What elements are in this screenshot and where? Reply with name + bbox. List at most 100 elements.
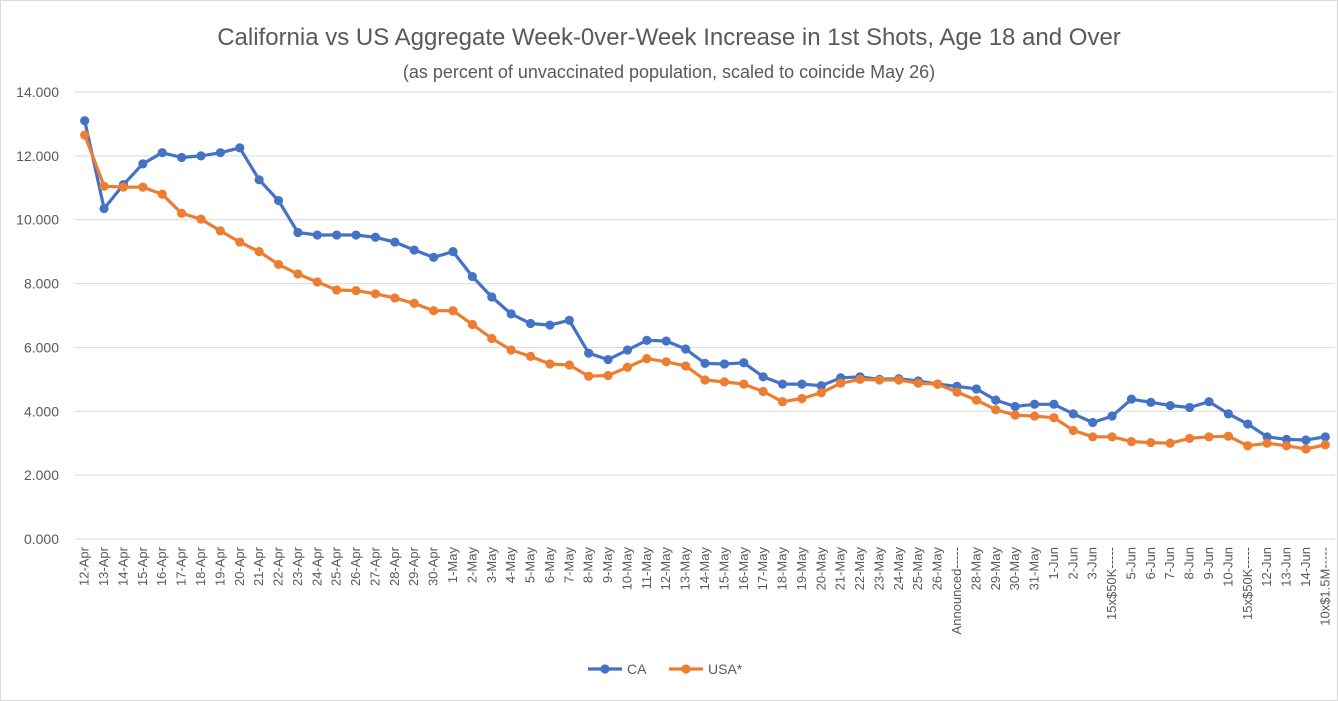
data-point-usa (487, 333, 497, 344)
data-point-ca (235, 143, 245, 153)
data-point-usa (177, 208, 187, 218)
x-tick-label: 14-May (697, 547, 712, 591)
x-tick-label: 15x$50K----- (1240, 547, 1255, 620)
data-point-usa (409, 298, 419, 308)
data-point-ca (1165, 400, 1175, 411)
x-tick-label: 9-Jun (1201, 547, 1216, 580)
data-point-ca (564, 315, 574, 325)
x-tick-label: 29-May (988, 547, 1003, 591)
data-point-usa (991, 405, 1001, 415)
x-tick-label: 30-Apr (426, 546, 441, 586)
x-tick-label: 7-May (561, 547, 576, 584)
data-point-usa (1262, 438, 1272, 448)
data-point-usa (874, 375, 885, 385)
data-point-usa (816, 388, 826, 398)
data-point-usa (157, 189, 167, 199)
x-tick-label: 20-May (813, 547, 828, 591)
series-ca (80, 116, 1330, 445)
data-point-usa (933, 379, 943, 389)
data-point-ca (1262, 432, 1272, 442)
data-point-ca (429, 252, 439, 262)
data-point-ca (1281, 434, 1292, 444)
data-point-ca (99, 203, 109, 214)
x-tick-label: 8-Jun (1182, 547, 1197, 580)
data-point-ca (1068, 409, 1078, 419)
x-tick-label: 5-Jun (1123, 547, 1138, 580)
x-tick-label: 24-Apr (309, 546, 324, 586)
data-point-ca (1185, 402, 1195, 413)
data-point-ca (1320, 432, 1330, 442)
data-point-usa (196, 214, 206, 224)
data-point-usa (777, 397, 788, 407)
data-point-usa (1049, 413, 1059, 423)
y-tick-label: 12.000 (16, 148, 59, 164)
x-tick-label: 17-May (755, 547, 770, 591)
data-point-ca (739, 358, 749, 368)
legend: CA USA* (588, 661, 743, 677)
data-point-ca (157, 148, 167, 158)
x-tick-label: 21-May (833, 547, 848, 591)
data-point-usa (332, 285, 342, 295)
series-usa (80, 130, 1330, 454)
x-tick-label: 16-May (736, 547, 751, 591)
x-tick-label: 10-Jun (1220, 547, 1235, 587)
x-tick-label: 10-May (619, 547, 634, 591)
legend-item-usa: USA* (669, 661, 743, 677)
x-axis-ticks: 12-Apr 13-Apr 14-Apr 15-Apr 16-Apr 17-Apr 18-A… (77, 546, 1333, 634)
data-point-usa (1029, 411, 1040, 421)
data-point-ca (661, 336, 671, 346)
data-point-usa (642, 354, 652, 364)
data-point-ca (370, 232, 381, 242)
data-point-usa (1301, 444, 1311, 454)
x-tick-label: 29-Apr (406, 546, 421, 586)
x-tick-label: 12-Jun (1259, 547, 1274, 587)
x-tick-label: 15x$50K----- (1104, 547, 1119, 620)
data-point-usa (138, 182, 148, 192)
x-tick-label: 26-May (930, 547, 945, 591)
data-point-ca (1204, 397, 1214, 407)
x-tick-label: 6-May (542, 547, 557, 584)
data-point-ca (390, 237, 400, 247)
y-tick-label: 4.000 (24, 403, 59, 419)
gridlines (75, 91, 1335, 540)
data-point-ca (1088, 417, 1098, 428)
data-point-usa (1107, 432, 1117, 442)
data-point-usa (564, 360, 574, 370)
x-tick-label: 19-Apr (212, 546, 227, 586)
x-tick-label: 15-Apr (135, 546, 150, 586)
data-point-usa (545, 359, 555, 369)
data-point-usa (1165, 438, 1175, 448)
series-line-ca (83, 119, 1327, 442)
data-point-ca (1301, 435, 1311, 445)
y-tick-label: 6.000 (24, 339, 59, 355)
data-point-ca (448, 247, 458, 257)
x-tick-label: 6-Jun (1143, 547, 1158, 580)
x-tick-label: 30-May (1007, 547, 1022, 591)
data-point-usa (235, 237, 245, 247)
legend-swatch-marker (600, 664, 610, 674)
data-point-ca (1107, 411, 1117, 421)
data-point-usa (1146, 437, 1156, 448)
data-point-usa (603, 370, 613, 381)
data-point-ca (777, 379, 788, 389)
x-tick-label: 7-Jun (1162, 547, 1177, 580)
legend-label: USA* (708, 661, 743, 677)
data-point-ca (797, 379, 807, 389)
x-tick-label: 16-Apr (154, 546, 169, 586)
x-tick-label: 26-Apr (348, 546, 363, 586)
data-point-usa (1320, 440, 1330, 450)
data-point-usa (894, 375, 904, 385)
data-point-ca (1223, 409, 1233, 419)
data-point-usa (293, 269, 303, 279)
data-point-usa (312, 277, 322, 287)
x-tick-label: 15-May (716, 547, 731, 591)
data-point-ca (196, 151, 206, 161)
data-point-ca (991, 395, 1001, 405)
data-point-ca (1146, 397, 1156, 407)
y-tick-label: 2.000 (24, 467, 59, 483)
y-tick-label: 10.000 (16, 212, 59, 228)
data-point-ca (467, 271, 477, 282)
x-tick-label: Announced----- (949, 547, 964, 634)
data-point-usa (1185, 433, 1195, 444)
data-point-ca (622, 345, 633, 355)
